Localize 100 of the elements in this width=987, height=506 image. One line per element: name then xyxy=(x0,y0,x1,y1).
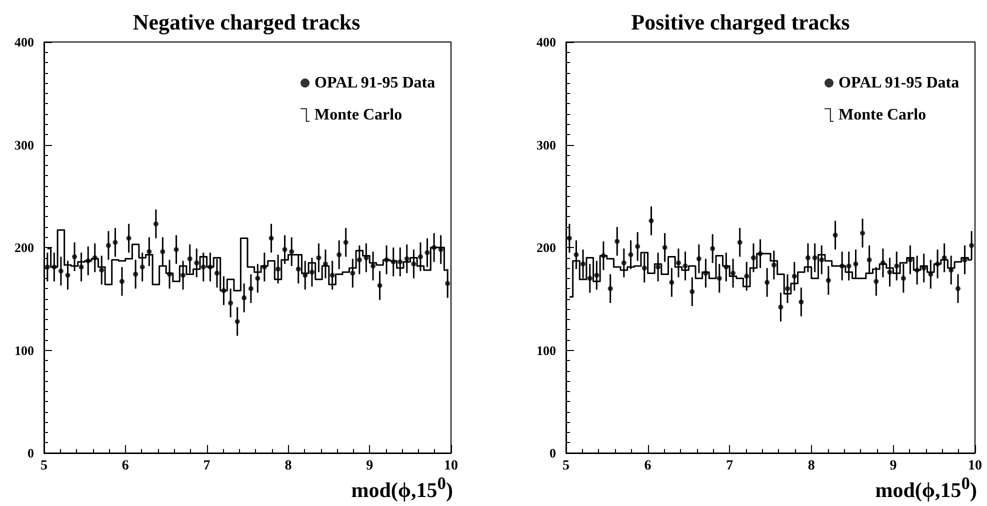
y-tick-label: 200 xyxy=(14,240,34,255)
point xyxy=(398,259,403,264)
point xyxy=(255,276,260,281)
point xyxy=(874,278,879,284)
point xyxy=(580,261,586,266)
point xyxy=(914,268,920,273)
point xyxy=(969,242,974,248)
x-tick-label: 7 xyxy=(203,458,210,474)
point xyxy=(52,264,57,270)
point xyxy=(65,272,70,278)
point xyxy=(262,264,267,270)
point xyxy=(887,270,892,275)
point xyxy=(846,263,852,268)
point xyxy=(662,245,668,250)
x-tick-label: 9 xyxy=(366,458,374,474)
x-tick-label: 6 xyxy=(122,458,129,474)
point xyxy=(72,254,78,260)
point xyxy=(880,260,886,266)
y-tick-label: 0 xyxy=(28,446,34,460)
x-tick-label: 10 xyxy=(444,458,458,474)
point xyxy=(866,257,872,262)
point xyxy=(187,256,192,262)
point xyxy=(642,266,647,271)
point xyxy=(356,257,362,262)
point xyxy=(242,295,247,300)
point xyxy=(228,300,234,306)
point xyxy=(445,280,450,286)
point xyxy=(792,274,797,279)
point xyxy=(276,266,281,272)
point xyxy=(771,262,776,268)
x-tick-label: 8 xyxy=(284,458,292,474)
point xyxy=(126,236,132,241)
point xyxy=(296,266,301,272)
point xyxy=(805,255,810,260)
point xyxy=(390,259,396,264)
y-tick-label: 300 xyxy=(536,137,556,152)
point xyxy=(778,304,784,310)
point xyxy=(690,289,695,294)
x-tick-label: 9 xyxy=(890,458,897,474)
legend-label: Monte Carlo xyxy=(838,106,926,124)
point xyxy=(894,263,900,268)
point xyxy=(750,255,756,260)
point xyxy=(676,260,681,266)
point xyxy=(703,270,708,276)
point xyxy=(682,263,688,268)
point xyxy=(86,258,91,264)
point xyxy=(853,261,858,266)
point xyxy=(153,221,158,226)
point xyxy=(594,272,600,278)
point xyxy=(92,255,98,260)
chart-title: Positive charged tracks xyxy=(631,10,850,34)
point xyxy=(587,276,592,281)
point xyxy=(214,270,220,276)
point xyxy=(309,270,314,275)
x-axis-title: mod(ϕ,15$^{0}$) xyxy=(351,472,453,502)
point xyxy=(798,299,804,304)
point xyxy=(614,238,620,244)
point xyxy=(832,232,838,238)
point xyxy=(146,249,152,254)
point xyxy=(621,260,626,266)
point xyxy=(404,256,410,262)
point xyxy=(608,286,613,292)
point xyxy=(432,245,437,250)
point xyxy=(384,257,390,262)
point xyxy=(289,249,294,254)
point xyxy=(764,280,770,285)
point xyxy=(343,240,348,245)
point xyxy=(370,263,376,268)
point xyxy=(935,261,940,266)
point xyxy=(737,240,742,245)
y-tick-label: 200 xyxy=(536,240,556,255)
point xyxy=(133,272,138,277)
point xyxy=(785,286,790,292)
point xyxy=(860,230,866,236)
legend-label: OPAL 91-95 Data xyxy=(838,74,960,92)
point xyxy=(840,263,845,268)
chart-title: Negative charged tracks xyxy=(132,10,361,34)
y-tick-label: 400 xyxy=(14,34,34,50)
point xyxy=(316,255,322,260)
point xyxy=(248,286,254,292)
point xyxy=(566,236,572,241)
point xyxy=(99,268,104,273)
point xyxy=(112,240,118,245)
point xyxy=(234,318,240,324)
point xyxy=(635,244,640,249)
y-tick-label: 0 xyxy=(550,446,556,460)
point xyxy=(377,283,382,288)
x-tick-label: 6 xyxy=(644,458,652,474)
x-tick-label: 10 xyxy=(968,458,982,474)
legend-label: OPAL 91-95 Data xyxy=(314,74,436,92)
point xyxy=(812,255,818,260)
point xyxy=(174,247,179,252)
point xyxy=(411,261,416,266)
point xyxy=(119,278,124,284)
x-tick-label: 7 xyxy=(726,458,734,474)
point xyxy=(268,236,274,241)
y-tick-label: 400 xyxy=(536,34,556,50)
point xyxy=(140,264,145,270)
point xyxy=(758,251,763,256)
point xyxy=(710,246,716,252)
